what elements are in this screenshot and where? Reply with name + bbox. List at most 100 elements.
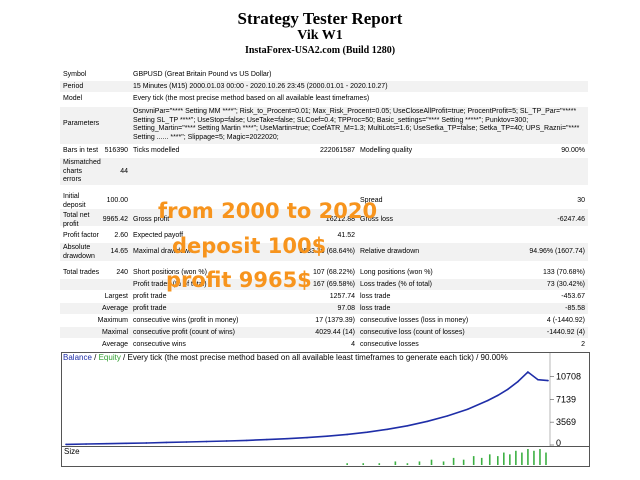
abs-drawdown-label: Absolute drawdown [63, 244, 95, 260]
y-tick-label: 3569 [556, 417, 576, 427]
balance-point [507, 388, 509, 391]
balance-point [266, 438, 268, 441]
row-shade [60, 158, 588, 185]
size-bar [533, 450, 535, 465]
average-loss-label: loss trade [360, 305, 391, 312]
balance-point [145, 442, 148, 444]
total-trades-label: Total trades [63, 269, 100, 276]
maximal-consec-loss-value: -1440.92 (4) [546, 329, 585, 336]
mismatch-label: Mismatched charts errors [63, 159, 101, 183]
largest-loss-label: loss trade [360, 293, 391, 300]
balance-point [366, 431, 369, 433]
row-shade [60, 209, 588, 226]
size-bar [362, 463, 365, 465]
average-profit-label: profit trade [133, 305, 167, 312]
balance-point [537, 378, 539, 381]
net-profit-label: Total net profit [63, 212, 90, 228]
largest-label: Largest [104, 293, 128, 300]
avg-consec-label: Average [102, 341, 128, 348]
total-trades-value: 240 [116, 269, 128, 276]
row-shade [60, 243, 588, 261]
balance-point [446, 415, 449, 417]
parameters-value: OsnvniPar="**** Setting MM ****"; Risk_t… [133, 108, 580, 141]
avg-consec-wins-label: consecutive wins [133, 341, 186, 348]
short-value: 107 (68.22%) [312, 269, 355, 276]
average-label: Average [102, 305, 128, 312]
average-loss-value: -85.58 [565, 305, 585, 312]
profit-trades-value: 167 (69.58%) [312, 281, 355, 288]
balance-point [527, 371, 529, 373]
symbol-label: Symbol [63, 71, 87, 78]
balance-chart: 10708 7139 3569 0 [61, 352, 590, 448]
balance-point [326, 435, 328, 437]
long-label: Long positions (won %) [360, 269, 433, 276]
symbol-value: GBPUSD (Great Britain Pound vs US Dollar… [133, 71, 272, 78]
period-value: 15 Minutes (M15) 2000.01.03 00:00 - 2020… [133, 83, 388, 90]
net-profit-value: 9965.42 [102, 216, 128, 223]
avg-consec-losses-value: 2 [581, 341, 585, 348]
balance-point [466, 408, 469, 410]
row-shade [60, 81, 588, 92]
report-subtitle: Vik W1 [297, 28, 343, 43]
size-bar [394, 461, 397, 465]
profit-factor-label: Profit factor [63, 232, 99, 239]
balance-point [496, 394, 499, 397]
quality-label: Modelling quality [360, 147, 413, 154]
size-bar [472, 456, 475, 465]
balance-point [547, 379, 549, 382]
size-bar [452, 457, 455, 465]
gross-loss-label: Gross loss [360, 216, 394, 223]
maximal-consec-profit-value: 4029.44 (14) [315, 329, 355, 336]
balance-point [205, 440, 208, 443]
bars-value: 516390 [104, 147, 128, 154]
abs-drawdown-value: 14.65 [110, 248, 128, 255]
overlay-profit-text: profit 9965$ [166, 268, 312, 292]
balance-point [185, 441, 188, 443]
expected-payoff-value: 41.52 [337, 232, 355, 239]
largest-profit-label: profit trade [133, 293, 167, 300]
size-bar [509, 454, 511, 465]
legend-equity: Equity [98, 353, 121, 362]
max-drawdown-value: 3633.20 (68.64%) [299, 248, 355, 255]
balance-point [306, 436, 308, 439]
overlay-deposit-text: deposit 100$ [172, 234, 327, 258]
initial-deposit-label: Initial deposit [63, 193, 86, 209]
short-label: Short positions (won %) [133, 269, 207, 276]
chart-legend: Balance / Equity / Every tick (the most … [63, 353, 508, 363]
largest-profit-value: 1257.74 [329, 293, 355, 300]
broker-build: InstaForex-USA2.com (Build 1280) [244, 45, 396, 56]
balance-point [165, 441, 168, 444]
balance-point [486, 399, 489, 402]
gross-profit-value: 16212.88 [325, 216, 355, 223]
quality-value: 90.00% [561, 147, 585, 154]
profit-trades-label: Profit trades (% of total) [133, 281, 207, 288]
balance-point [125, 442, 128, 445]
size-bar [430, 459, 433, 465]
size-bar [442, 461, 445, 465]
largest-loss-value: -453.67 [561, 293, 585, 300]
balance-point [85, 443, 87, 445]
size-bar [515, 450, 517, 465]
bars-label: Bars in test [63, 147, 99, 154]
rel-drawdown-value: 94.96% (1607.74) [529, 248, 585, 255]
model-label: Model [63, 95, 83, 102]
y-tick-label: 10708 [556, 371, 581, 381]
maximum-label: Maximum [97, 317, 128, 324]
avg-consec-losses-label: consecutive losses [360, 341, 419, 348]
size-bar [346, 463, 348, 465]
ticks-label: Ticks modelled [133, 147, 180, 154]
ticks-value: 222061587 [319, 147, 355, 154]
size-bar [488, 454, 491, 465]
average-profit-value: 97.08 [337, 305, 355, 312]
rel-drawdown-label: Relative drawdown [360, 248, 420, 255]
max-consec-losses-label: consecutive losses (loss in money) [360, 317, 469, 324]
gross-loss-value: -6247.46 [557, 216, 585, 223]
size-panel-svg [346, 449, 547, 465]
model-value: Every tick (the most precise method base… [133, 95, 370, 102]
row-shade [60, 303, 588, 314]
balance-point [225, 440, 228, 442]
row-shade [60, 107, 588, 144]
initial-deposit-value: 100.00 [106, 197, 128, 204]
parameters-label: Parameters [63, 120, 100, 127]
size-bar [503, 452, 505, 465]
